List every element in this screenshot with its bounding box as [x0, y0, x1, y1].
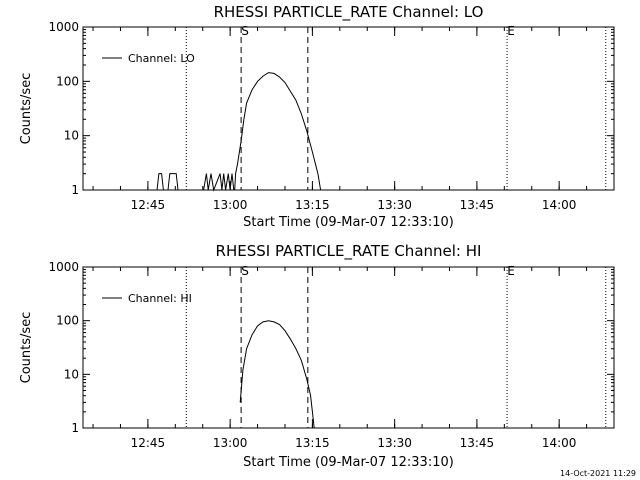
plot-frame	[82, 266, 615, 429]
chart-title: RHESSI PARTICLE_RATE Channel: LO	[214, 3, 484, 22]
y-tick-label: 10	[64, 129, 79, 143]
x-axis-label: Start Time (09-Mar-07 12:33:10)	[243, 215, 454, 230]
y-tick-label: 10	[64, 367, 79, 381]
x-tick-label: 13:00	[213, 436, 248, 450]
x-tick-label: 13:15	[295, 436, 330, 450]
legend-label: Channel: HI	[128, 292, 192, 305]
series-line	[167, 173, 179, 191]
x-tick-label: 14:00	[542, 436, 577, 450]
chart-panel-1: RHESSI PARTICLE_RATE Channel: LO 1 10 100 10…	[19, 3, 615, 230]
x-tick-label: 13:30	[377, 436, 412, 450]
y-axis-label: Counts/sec	[19, 73, 34, 145]
x-tick-label: 13:45	[460, 436, 495, 450]
chart-panel-2: RHESSI PARTICLE_RATE Channel: HI 1 10 100 10…	[19, 242, 615, 470]
y-tick-label: 1	[71, 421, 79, 435]
x-axis-label: Start Time (09-Mar-07 12:33:10)	[243, 455, 454, 470]
x-tick-label: 13:30	[377, 198, 412, 212]
timestamp-stamp: 14-Oct-2021 11:29	[560, 469, 636, 478]
end-marker-label: E	[507, 24, 515, 38]
start-marker-label: S	[241, 264, 249, 278]
series-line	[239, 320, 315, 429]
x-tick-label: 13:45	[460, 198, 495, 212]
y-tick-label: 1000	[48, 260, 79, 274]
x-tick-label: 13:15	[295, 198, 330, 212]
y-tick-label: 1	[71, 183, 79, 197]
x-tick-label: 12:45	[131, 436, 166, 450]
y-tick-label: 100	[56, 314, 79, 328]
y-axis-label: Counts/sec	[19, 312, 34, 384]
y-tick-label: 1000	[48, 20, 79, 34]
plot-frame	[82, 26, 615, 191]
y-tick-label: 100	[56, 74, 79, 88]
x-tick-label: 13:00	[213, 198, 248, 212]
legend-label: Channel: LO	[128, 52, 195, 65]
start-marker-label: S	[241, 24, 249, 38]
x-tick-label: 12:45	[131, 198, 166, 212]
series-line	[203, 72, 322, 192]
end-marker-label: E	[507, 264, 515, 278]
chart-title: RHESSI PARTICLE_RATE Channel: HI	[216, 242, 482, 261]
x-tick-label: 14:00	[542, 198, 577, 212]
series-line	[156, 173, 164, 191]
